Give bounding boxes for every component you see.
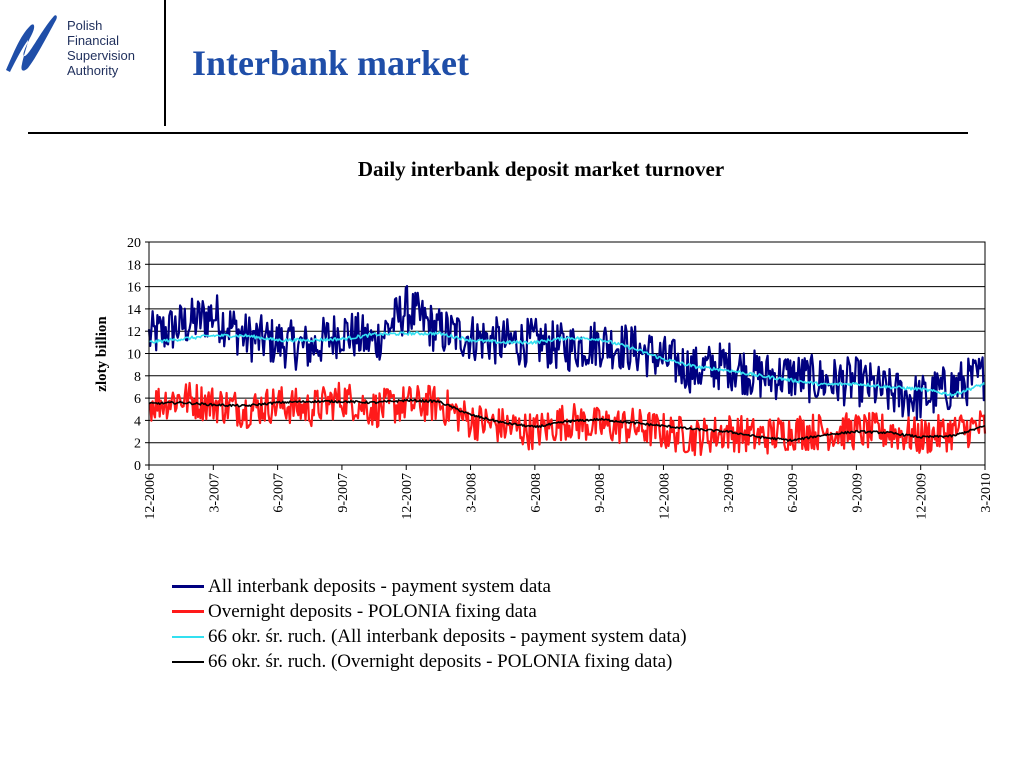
y-tick-label: 10 (127, 348, 141, 363)
knf-logo-icon (6, 15, 57, 73)
legend-swatch-ma-all (172, 635, 204, 638)
legend-label: 66 okr. śr. ruch. (All interbank deposit… (208, 625, 687, 647)
logo-line: Financial (67, 33, 120, 48)
x-tick-label: 12-2007 (400, 473, 415, 520)
x-tick-label: 9-2009 (850, 473, 865, 513)
x-tick-label: 12-2009 (915, 473, 930, 520)
x-tick-label: 6-2007 (272, 473, 287, 513)
y-tick-label: 18 (127, 258, 141, 273)
legend-swatch-all-deposits (172, 585, 204, 588)
y-tick-label: 20 (127, 236, 141, 251)
y-tick-label: 0 (134, 459, 141, 474)
x-tick-label: 6-2008 (529, 473, 544, 513)
series-line-2 (149, 331, 986, 397)
y-tick-label: 16 (127, 281, 141, 296)
plot-frame (148, 241, 986, 466)
legend-swatch-ma-overnight (172, 660, 204, 663)
y-tick-label: 6 (134, 392, 141, 407)
x-tick-label: 12-2008 (657, 473, 672, 520)
logo-line: Polish (67, 18, 103, 33)
series-line-3 (148, 398, 986, 443)
logo-mark (6, 15, 57, 73)
y-axis-label: zloty billion (94, 316, 110, 392)
header-divider-vertical (164, 0, 166, 126)
logo-line: Authority (67, 63, 119, 78)
x-tick-label: 3-2009 (722, 473, 737, 513)
logo-line: Supervision (67, 48, 135, 63)
legend-label: All interbank deposits - payment system … (208, 575, 551, 597)
x-tick-label: 3-2008 (465, 473, 480, 513)
legend-item: Overnight deposits - POLONIA fixing data (172, 599, 687, 624)
chart-title: Daily interbank deposit market turnover (358, 157, 724, 181)
page-title: Interbank market (192, 43, 469, 83)
series-line-1 (148, 381, 987, 457)
y-tick-label: 14 (127, 303, 141, 318)
logo-text: Polish Financial Supervision Authority (67, 18, 135, 78)
legend-label: Overnight deposits - POLONIA fixing data (208, 600, 537, 622)
x-tick-label: 6-2009 (786, 473, 801, 513)
x-tick-label: 12-2006 (143, 473, 158, 520)
y-tick-label: 12 (127, 325, 141, 340)
x-tick-label: 3-2007 (207, 473, 222, 513)
y-tick-labels: 0 2 4 6 8 10 12 14 16 18 20 (127, 236, 141, 474)
header-divider (28, 132, 968, 134)
legend-item: All interbank deposits - payment system … (172, 574, 687, 599)
y-tick-label: 8 (134, 370, 141, 385)
legend-item: 66 okr. śr. ruch. (All interbank deposit… (172, 624, 687, 649)
series-line-0 (147, 285, 985, 421)
series-lines (147, 285, 987, 457)
y-tick-label: 2 (134, 437, 141, 452)
legend-label: 66 okr. śr. ruch. (Overnight deposits - … (208, 650, 673, 672)
logo: Polish Financial Supervision Authority (0, 8, 160, 88)
x-tick-labels: 12-2006 3-2007 6-2007 9-2007 12-2007 3-2008 6-… (143, 473, 994, 520)
x-tick-label: 3-2010 (979, 473, 994, 513)
x-tick-label: 9-2007 (336, 473, 351, 513)
y-tick-label: 4 (134, 414, 141, 429)
legend-item: 66 okr. śr. ruch. (Overnight deposits - … (172, 649, 687, 674)
legend: All interbank deposits - payment system … (172, 574, 687, 674)
turnover-chart: Daily interbank deposit market turnover … (94, 157, 994, 520)
legend-swatch-overnight (172, 610, 204, 613)
x-tick-label: 9-2008 (593, 473, 608, 513)
